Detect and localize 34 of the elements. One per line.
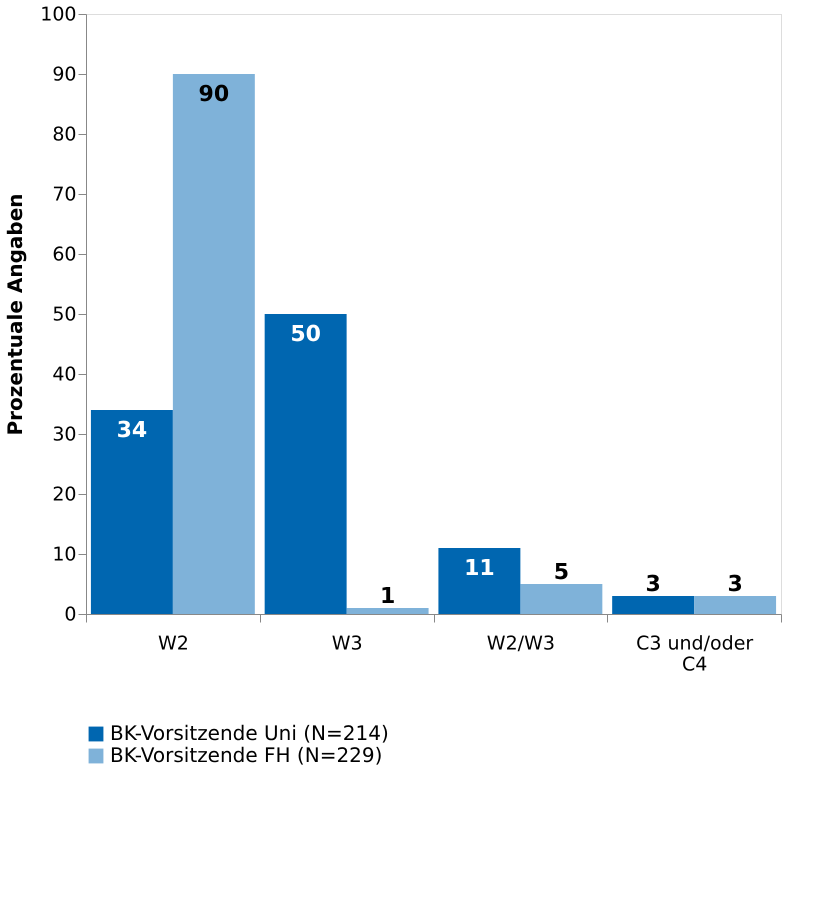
y-tick-label: 60 (52, 244, 76, 266)
data-label: 1 (380, 584, 396, 609)
bar (694, 596, 776, 614)
data-label: 3 (645, 572, 661, 597)
y-tick-label: 20 (52, 484, 76, 506)
bar (520, 584, 602, 614)
data-label: 50 (290, 322, 321, 347)
x-tick-label: C3 und/oder C4 (636, 632, 754, 676)
y-tick-label: 100 (40, 4, 76, 26)
y-tick-label: 80 (52, 124, 76, 146)
y-tick-label: 70 (52, 184, 76, 206)
x-tick-label: W3 (332, 632, 363, 654)
y-axis-title: Prozentuale Angaben (3, 193, 28, 436)
y-tick-label: 40 (52, 364, 76, 386)
bar (346, 608, 429, 614)
y-tick-label: 10 (52, 544, 76, 566)
bar (172, 74, 255, 614)
bar (612, 596, 694, 614)
bar (90, 410, 173, 614)
y-tick-label: 0 (64, 604, 76, 626)
data-label: 11 (464, 556, 495, 581)
y-tick-label: 30 (52, 424, 76, 446)
y-tick-label: 90 (52, 64, 76, 86)
bar (438, 548, 520, 614)
bar (264, 314, 347, 614)
data-label: 3 (727, 572, 743, 597)
data-label: 90 (198, 82, 230, 107)
x-tick-label: W2 (158, 632, 189, 654)
legend-label: BK-Vorsitzende Uni (N=214) (110, 721, 389, 745)
data-label: 5 (554, 560, 570, 585)
data-label: 34 (116, 418, 148, 443)
legend-label: BK-Vorsitzende FH (N=229) (110, 743, 382, 767)
x-tick-label: W2/W3 (486, 632, 555, 654)
y-tick-label: 50 (52, 304, 76, 326)
